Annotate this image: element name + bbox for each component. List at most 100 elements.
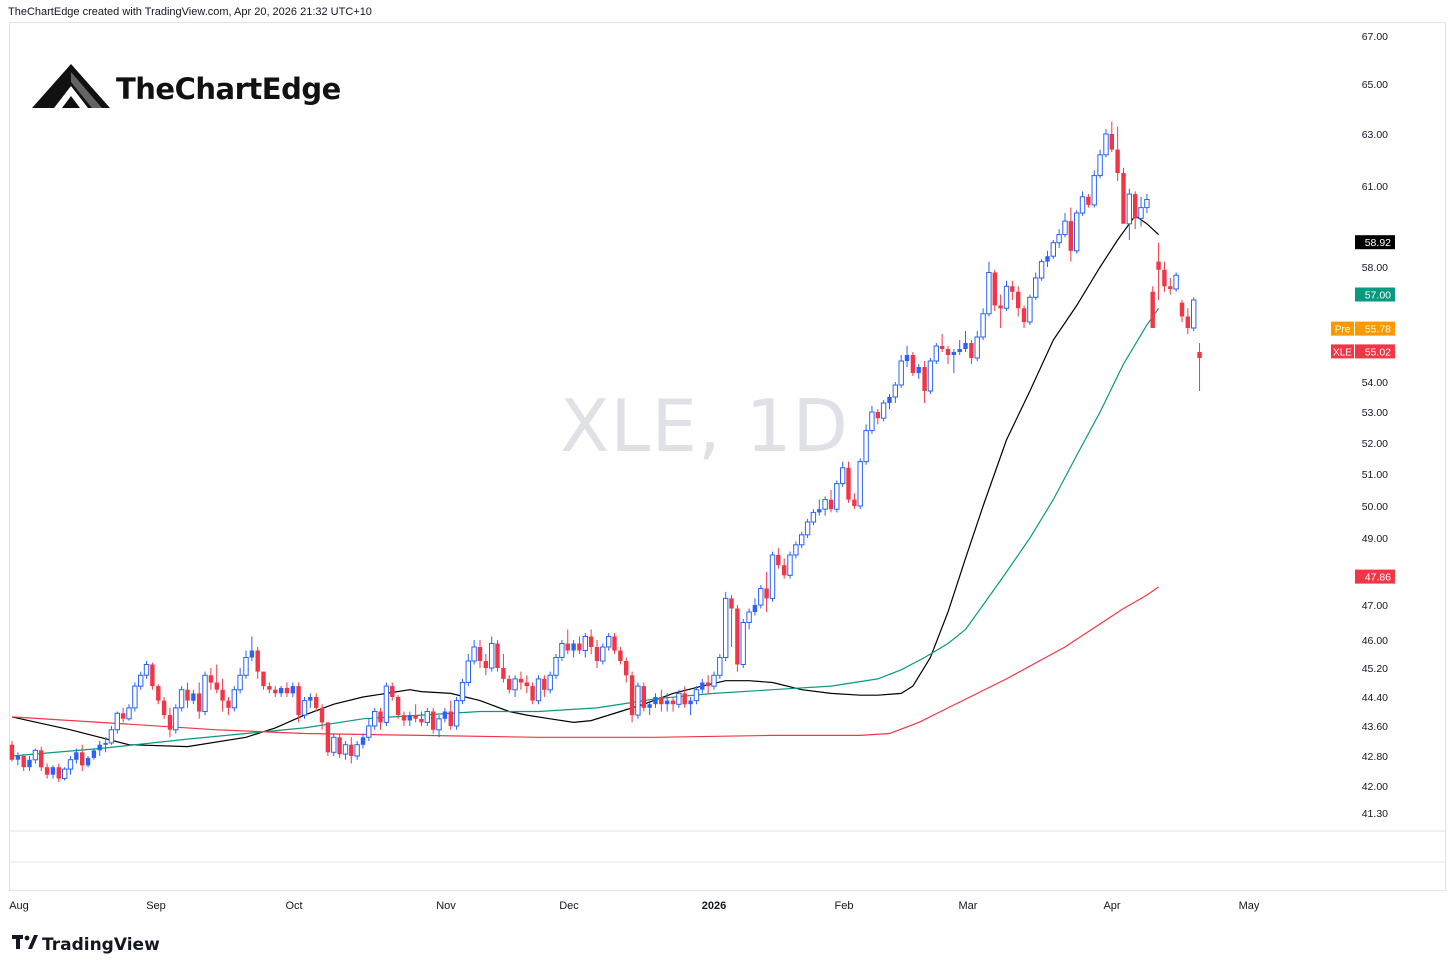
candle: [846, 461, 851, 503]
candle-body: [998, 305, 1003, 309]
candle: [1050, 240, 1056, 259]
candle-body: [261, 671, 266, 687]
candle: [782, 558, 787, 579]
candle: [547, 671, 553, 694]
candle-body: [243, 657, 249, 676]
candle: [465, 654, 472, 687]
candle-body: [875, 412, 880, 419]
candle: [483, 654, 488, 676]
candle: [1003, 280, 1010, 311]
candle-body: [846, 467, 851, 500]
x-tick-label: Oct: [285, 900, 302, 912]
time-axis[interactable]: Aug Sep Oct Nov Dec 2026 Feb Mar Apr May: [9, 830, 1446, 912]
candle-body: [951, 352, 956, 355]
candle-body: [296, 686, 301, 716]
candle-body: [459, 682, 466, 702]
candle-body: [752, 605, 758, 612]
candle: [1056, 229, 1062, 249]
candle-body: [535, 678, 542, 702]
price-badge-value: 57.00: [1365, 290, 1391, 302]
candle: [1185, 308, 1190, 334]
candle-body: [1168, 286, 1173, 289]
tradingview-logo[interactable]: TradingView: [12, 933, 160, 956]
candle-body: [143, 664, 150, 676]
candle-body: [782, 565, 787, 576]
candle-body: [156, 686, 161, 701]
candle: [197, 682, 202, 719]
candle-body: [273, 689, 278, 694]
candle: [150, 662, 155, 690]
candle-body: [705, 682, 711, 687]
candle-body: [197, 693, 202, 712]
candle-body: [360, 737, 366, 745]
candle: [477, 640, 483, 668]
candle: [629, 671, 635, 723]
price-badges: 58.92 57.00 55.78 Pre 55.02 XLE 47.86: [1331, 235, 1395, 584]
candle: [535, 675, 542, 705]
candle: [665, 693, 670, 712]
candle-body: [126, 707, 132, 720]
candle-body: [1144, 199, 1150, 209]
candle-body: [56, 767, 61, 779]
candle: [740, 619, 746, 668]
candle-body: [465, 660, 472, 683]
candle: [208, 668, 214, 690]
candle-body: [138, 674, 144, 687]
candle: [711, 671, 717, 690]
candle: [916, 364, 921, 379]
candle-body: [191, 693, 196, 701]
moving-average-line-3: [11, 586, 1159, 738]
candle-body: [1197, 352, 1202, 358]
candle-body: [939, 346, 945, 349]
candle-body: [32, 749, 39, 761]
candle-body: [319, 707, 325, 723]
candle-body: [74, 752, 79, 760]
candle-body: [787, 554, 793, 576]
candle-body: [1086, 196, 1091, 205]
candle-body: [1185, 316, 1190, 328]
candle-body: [214, 682, 219, 690]
candle-body: [483, 661, 488, 668]
candle-body: [1003, 285, 1010, 309]
candle: [512, 675, 518, 697]
brand-logo: TheChartEdge: [32, 63, 341, 112]
candle: [1115, 126, 1120, 181]
candle-body: [220, 689, 225, 701]
candle-body: [1156, 261, 1161, 270]
y-tick-label: 50.00: [1362, 501, 1388, 513]
candle-body: [571, 643, 576, 651]
candle: [419, 711, 424, 726]
candle-body: [647, 704, 652, 708]
x-tick-label: May: [1239, 900, 1260, 912]
candle: [863, 424, 869, 465]
candle-body: [1115, 149, 1120, 173]
candle: [957, 340, 962, 355]
candle-body: [577, 643, 582, 651]
candle: [85, 756, 91, 768]
candle-body: [249, 650, 255, 658]
candle: [448, 700, 453, 730]
candle: [390, 682, 395, 701]
chart-frame: [9, 22, 1446, 891]
price-badge: 55.78 Pre: [1331, 321, 1395, 336]
candle: [249, 636, 255, 661]
candle: [32, 748, 39, 764]
candle-body: [178, 689, 185, 709]
candle: [1191, 297, 1197, 331]
candle: [571, 640, 576, 658]
candle: [1079, 191, 1086, 216]
candle: [799, 531, 805, 549]
candle-body: [372, 711, 378, 727]
candle: [471, 640, 477, 665]
candle: [436, 715, 442, 738]
candle-body: [828, 499, 834, 510]
candle: [857, 458, 863, 510]
candle: [261, 671, 266, 690]
candle: [1038, 258, 1045, 281]
candle: [103, 737, 108, 753]
candle: [1103, 129, 1109, 158]
candle-body: [413, 715, 418, 719]
x-tick-label: Mar: [959, 900, 978, 912]
price-axis[interactable]: 67.00 65.00 63.00 61.00 58.00 54.00 53.00 52.00…: [1362, 31, 1388, 820]
